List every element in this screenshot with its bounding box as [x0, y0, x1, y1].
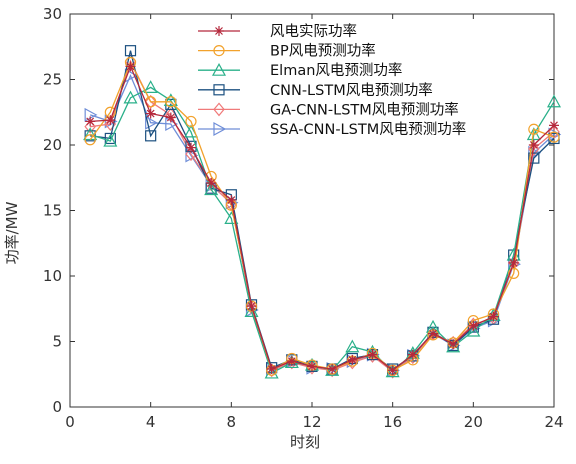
legend-item-2: BP风电预测功率 — [198, 43, 376, 60]
data-point-marker — [244, 304, 259, 317]
data-point-marker — [165, 96, 177, 108]
y-tick-label: 25 — [43, 71, 62, 89]
legend-item-1: 风电实际功率 — [198, 23, 357, 40]
data-point-marker — [144, 94, 157, 109]
y-axis-title: 功率/MW — [3, 201, 21, 264]
data-point-marker — [528, 152, 540, 164]
legend-marker — [213, 84, 225, 96]
data-point-marker — [186, 142, 196, 153]
data-point-marker — [466, 323, 481, 337]
data-point-marker — [145, 130, 157, 142]
data-point-marker — [526, 127, 541, 141]
data-point-marker — [226, 195, 237, 206]
data-point-marker — [123, 90, 138, 104]
data-point-marker — [185, 115, 197, 128]
x-tick-label: 16 — [383, 413, 402, 431]
data-point-marker — [407, 349, 418, 360]
data-point-marker — [385, 364, 400, 378]
y-tick-label: 20 — [43, 136, 62, 154]
legend-label: Elman风电预测功率 — [270, 62, 402, 79]
data-point-marker — [448, 339, 459, 350]
series-line-6 — [89, 73, 555, 372]
data-point-marker — [286, 356, 297, 367]
legend-marker — [211, 62, 227, 76]
x-tick-label: 4 — [146, 413, 156, 431]
data-point-marker — [307, 361, 317, 372]
data-point-marker — [549, 120, 559, 131]
data-point-marker — [386, 364, 399, 379]
data-point-marker — [347, 354, 358, 365]
data-point-marker — [327, 364, 338, 375]
legend-label: GA-CNN-LSTM风电预测功率 — [270, 101, 459, 118]
x-tick-label: 8 — [227, 413, 237, 431]
data-point-marker — [468, 320, 479, 331]
data-point-marker — [387, 365, 398, 376]
series-group-1 — [85, 61, 559, 376]
data-point-marker — [528, 140, 539, 150]
data-point-marker — [546, 94, 562, 108]
data-point-marker — [145, 115, 158, 130]
data-point-marker — [367, 349, 378, 360]
data-point-marker — [165, 112, 176, 123]
series-line-1 — [90, 64, 555, 372]
y-tick-label: 0 — [52, 398, 62, 416]
data-point-marker — [206, 177, 217, 188]
data-point-marker — [325, 363, 340, 376]
legend-marker — [214, 26, 224, 36]
x-tick-label: 24 — [544, 413, 563, 431]
legend-label: BP风电预测功率 — [270, 43, 376, 60]
x-tick-label: 20 — [464, 413, 483, 431]
y-tick-label: 15 — [43, 202, 62, 220]
data-point-marker — [103, 133, 118, 147]
data-point-marker — [204, 182, 219, 196]
y-tick-label: 30 — [43, 5, 62, 23]
data-point-marker — [548, 131, 560, 143]
legend-label: 风电实际功率 — [270, 23, 357, 40]
y-tick-label: 10 — [43, 267, 62, 285]
data-point-marker — [528, 123, 540, 135]
data-point-marker — [104, 132, 116, 145]
x-tick-label: 12 — [302, 413, 321, 431]
data-point-marker — [84, 134, 96, 146]
x-tick-label: 0 — [65, 413, 75, 431]
legend-item-4: CNN-LSTM风电预测功率 — [198, 82, 433, 99]
data-point-marker — [246, 301, 257, 312]
data-point-marker — [508, 267, 520, 279]
legend-item-3: Elman风电预测功率 — [198, 62, 402, 79]
data-point-marker — [143, 80, 158, 93]
data-point-marker — [345, 339, 360, 353]
legend-item-5: GA-CNN-LSTM风电预测功率 — [198, 101, 459, 118]
data-point-marker — [528, 141, 540, 156]
x-axis-title: 时刻 — [290, 433, 320, 451]
legend-label: SSA-CNN-LSTM风电预测功率 — [270, 121, 466, 138]
data-point-marker — [488, 311, 499, 322]
data-point-marker — [548, 124, 560, 139]
data-point-marker — [85, 116, 96, 127]
legend-label: CNN-LSTM风电预测功率 — [270, 82, 433, 99]
data-point-marker — [124, 45, 137, 57]
data-point-marker — [105, 115, 116, 126]
data-point-marker — [163, 93, 178, 107]
legend-marker — [213, 121, 227, 137]
y-tick-label: 5 — [52, 333, 62, 351]
legend-marker — [213, 102, 225, 117]
legend-marker — [213, 44, 225, 57]
data-point-marker — [145, 108, 156, 119]
data-point-marker — [125, 61, 136, 72]
legend-item-6: SSA-CNN-LSTM风电预测功率 — [198, 121, 466, 138]
data-point-marker — [266, 364, 277, 375]
data-point-marker — [428, 328, 438, 339]
data-point-marker — [508, 257, 519, 268]
